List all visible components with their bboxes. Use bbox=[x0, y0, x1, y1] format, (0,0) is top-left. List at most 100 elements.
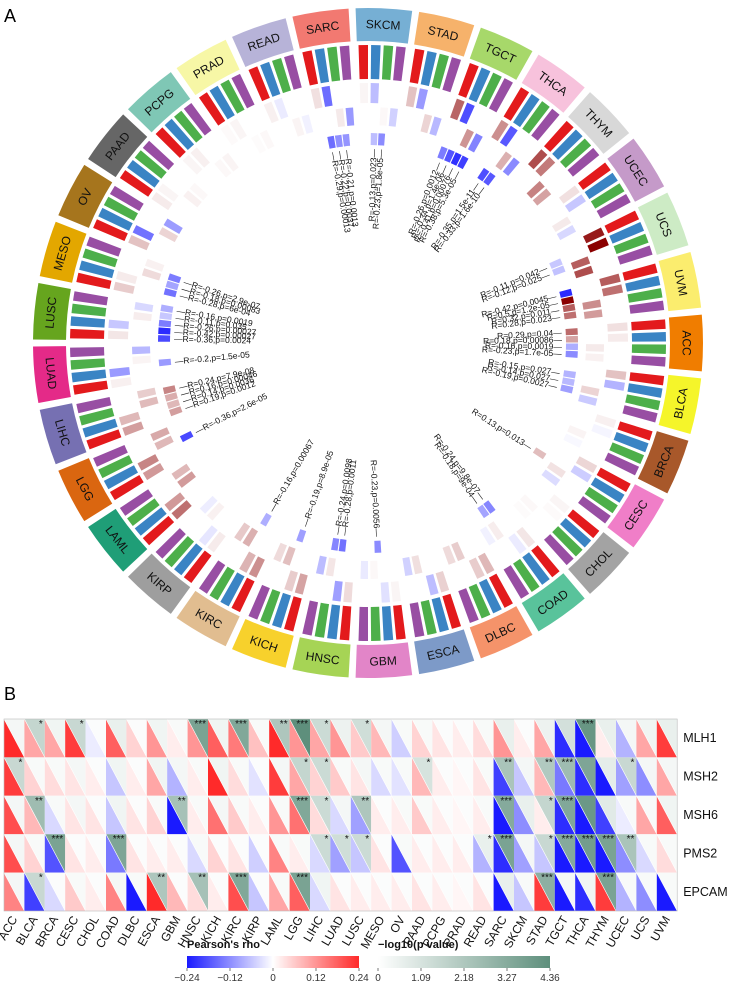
annotation-lusc-0: —R=-0.36,p=0.0024 bbox=[174, 334, 252, 346]
track-bar-skcm-3 bbox=[393, 46, 406, 82]
track-bar-hnsc-0 bbox=[339, 605, 352, 641]
cell-divider-mlh1-lihc bbox=[309, 718, 331, 758]
track-bar-brca-0 bbox=[617, 421, 653, 441]
rho-tick-1: −0.12 bbox=[217, 973, 243, 984]
track-bar-thca-3 bbox=[531, 108, 560, 141]
annotation-mark-skcm-1 bbox=[377, 133, 386, 146]
star-pms2-coad: *** bbox=[113, 834, 125, 845]
annotation-mark-tgct-0 bbox=[437, 146, 448, 160]
segment-read bbox=[232, 18, 294, 67]
cell-divider-msh2-meso bbox=[370, 757, 392, 796]
track-bar-cesc-3 bbox=[578, 496, 611, 524]
cell-divider-msh2-brca bbox=[44, 757, 66, 796]
track-bar-blca-0 bbox=[629, 372, 665, 386]
track-bar-kirp-3 bbox=[155, 528, 186, 559]
row-label-epcam: EPCAM bbox=[683, 885, 727, 899]
track-bar-hnsc-1 bbox=[327, 604, 341, 640]
annotation-mark-thca-1 bbox=[483, 172, 496, 186]
heat-cell-skcm-2 bbox=[379, 107, 388, 126]
heat-cell-blca-0 bbox=[605, 369, 627, 381]
annotation-mark-lihc-0 bbox=[168, 406, 183, 417]
track-bar-ov-3 bbox=[109, 185, 144, 211]
cell-divider-msh2-thym bbox=[595, 757, 617, 796]
track-bar-lusc-0 bbox=[70, 328, 105, 339]
cell-divider-msh2-acc bbox=[3, 757, 25, 796]
annotation-lusc-1: —R=-0.42,p=0.00027 bbox=[174, 327, 256, 342]
heat-cell-lgg-3 bbox=[150, 427, 170, 442]
star-pms2-lihc: * bbox=[324, 834, 328, 845]
annotation-mark-skcm-0 bbox=[370, 133, 378, 146]
annotation-mark-hnsc-0 bbox=[338, 539, 347, 552]
track-bar-dlbc-2 bbox=[468, 583, 491, 619]
heat-cell-brca-0 bbox=[594, 414, 617, 429]
segment-ucec bbox=[607, 138, 665, 202]
heat-cell-sarc-3 bbox=[345, 107, 355, 126]
cell-divider-msh6-coad bbox=[105, 795, 127, 835]
cell-divider-msh6-laml bbox=[268, 795, 290, 835]
rho-tick-2: 0 bbox=[270, 973, 276, 984]
track-bar-coad-1 bbox=[522, 552, 550, 585]
track-bar-laml-1 bbox=[134, 507, 167, 536]
cell-divider-epcam-skcm bbox=[513, 872, 535, 912]
track-bar-meso-3 bbox=[86, 236, 122, 257]
heat-cell-ucs-0 bbox=[583, 227, 605, 244]
heat-cell-meso-1 bbox=[115, 271, 138, 284]
heat-cell-skcm-3 bbox=[388, 108, 398, 127]
track-bar-lusc-2 bbox=[71, 303, 107, 317]
cell-divider-pms2-ucs bbox=[636, 834, 658, 873]
cell-divider-mlh1-tgct bbox=[554, 718, 576, 758]
track-bar-coad-2 bbox=[513, 558, 540, 592]
heat-cell-kirc-2 bbox=[242, 527, 259, 547]
track-bar-ucs-3 bbox=[617, 245, 653, 265]
p-tick-3: 3.27 bbox=[497, 973, 517, 984]
heat-cell-meso-3 bbox=[144, 258, 165, 272]
row-label-mlh1: MLH1 bbox=[683, 731, 716, 745]
star-mlh1-lihc: * bbox=[324, 719, 328, 730]
heat-cell-kich-2 bbox=[282, 546, 296, 566]
heat-cell-thym-3 bbox=[532, 188, 552, 206]
cell-divider-mlh1-kirp bbox=[248, 718, 270, 758]
heat-cell-read-2 bbox=[291, 117, 305, 137]
cell-divider-msh2-lgg bbox=[289, 757, 311, 796]
heat-cell-pcpg-3 bbox=[222, 152, 239, 172]
track-bar-lgg-3 bbox=[93, 444, 128, 467]
star-epcam-hnsc: ** bbox=[198, 873, 206, 884]
panel-a-label: A bbox=[4, 6, 16, 26]
annotation-mark-gbm-0 bbox=[374, 540, 382, 553]
cell-divider-pms2-dlbc bbox=[126, 834, 148, 873]
track-bar-thca-0 bbox=[503, 87, 530, 121]
heat-cell-paad-1 bbox=[157, 183, 179, 202]
cell-divider-msh6-pcpg bbox=[432, 795, 454, 835]
track-bar-brca-1 bbox=[613, 431, 649, 453]
track-bar-tgct-1 bbox=[468, 67, 491, 103]
heat-cell-gbm-2 bbox=[370, 560, 378, 579]
segment-esca bbox=[414, 629, 475, 675]
star-epcam-kirc: *** bbox=[235, 873, 247, 884]
cell-divider-pms2-skcm bbox=[513, 834, 535, 873]
circular-heatmap: ACCBLCABRCACESCCHOLCOADDLBCESCAGBMHNSCKI… bbox=[33, 7, 703, 678]
heat-cell-blca-2 bbox=[580, 385, 600, 397]
heat-cell-ucec-1 bbox=[564, 194, 586, 213]
segment-label-luad: LUAD bbox=[42, 357, 59, 391]
annotation-mark-blca-2 bbox=[560, 384, 574, 394]
annotation-mark-uvm-2 bbox=[562, 303, 576, 313]
annotation-mark-meso-1 bbox=[165, 280, 179, 291]
annotation-mark-coad-1 bbox=[477, 504, 490, 519]
cell-divider-pms2-coad bbox=[105, 834, 127, 873]
track-bar-kich-1 bbox=[272, 592, 291, 629]
cell-divider-msh6-thca bbox=[574, 795, 596, 835]
track-bar-read-1 bbox=[260, 61, 281, 97]
cell-divider-epcam-dlbc bbox=[126, 872, 148, 912]
annotation-acc-0: R=0.29,p=0.04— bbox=[497, 327, 563, 341]
segment-prad bbox=[176, 39, 240, 96]
cell-divider-pms2-chol bbox=[85, 834, 107, 873]
segment-kich bbox=[232, 619, 294, 668]
star-mlh1-hnsc: *** bbox=[194, 719, 206, 730]
track-bar-thym-2 bbox=[560, 138, 592, 169]
heat-cell-ov-1 bbox=[132, 225, 155, 242]
cell-divider-pms2-kich bbox=[207, 834, 229, 873]
track-bar-chol-0 bbox=[567, 509, 600, 539]
heat-cell-dlbc-1 bbox=[468, 557, 485, 579]
p-legend-bar bbox=[378, 956, 550, 968]
track-bar-cesc-0 bbox=[596, 467, 631, 492]
